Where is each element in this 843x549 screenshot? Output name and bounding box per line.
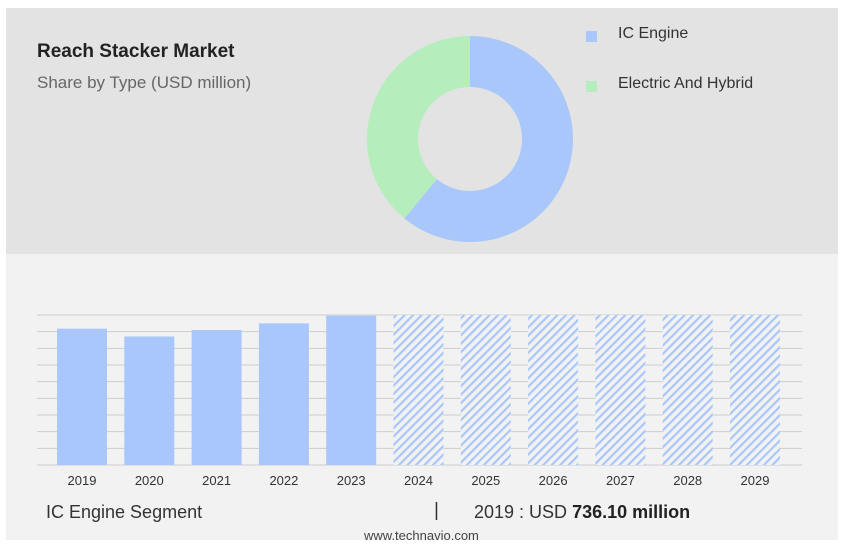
bar-2023: [326, 315, 377, 465]
x-tick-label: 2025: [471, 473, 500, 488]
bar-2022: [258, 323, 309, 465]
x-tick-label: 2027: [606, 473, 635, 488]
bar-2024: [393, 315, 444, 465]
x-tick-label: 2020: [135, 473, 164, 488]
legend-swatch: [586, 31, 597, 42]
segment-value-prefix: 2019 : USD: [474, 502, 573, 522]
chart-card: Reach Stacker Market Share by Type (USD …: [6, 8, 838, 540]
legend-swatch: [586, 81, 597, 92]
segment-label: IC Engine Segment: [46, 502, 203, 522]
bar-2025: [460, 315, 511, 465]
bar-2019: [57, 328, 107, 465]
x-tick-label: 2022: [269, 473, 298, 488]
donut-slice-ic-engine: [404, 36, 573, 242]
bar-2021: [191, 330, 242, 465]
x-tick-label: 2023: [337, 473, 366, 488]
source-site: www.technavio.com: [364, 528, 479, 540]
share-panel: Reach Stacker Market Share by Type (USD …: [6, 8, 838, 254]
chart-title: Reach Stacker Market: [37, 41, 235, 62]
donut-slice-electric-and-hybrid: [367, 35, 470, 219]
bar-chart: 2019 2020 2021 2022 2023 2024 2025 2026 2027 2028…: [37, 314, 802, 488]
legend-label: Electric And Hybrid: [618, 75, 754, 92]
footer-divider: |: [434, 500, 439, 521]
bar-2026: [528, 315, 579, 465]
bar-2020: [124, 336, 175, 465]
chart-subtitle: Share by Type (USD million): [37, 73, 252, 92]
x-tick-label: 2026: [539, 473, 568, 488]
legend-label: IC Engine: [618, 25, 689, 42]
x-tick-label: 2028: [673, 473, 702, 488]
x-tick-label: 2029: [741, 473, 770, 488]
bar-2028: [662, 315, 713, 465]
x-tick-label: 2024: [404, 473, 433, 488]
x-tick-label: 2021: [202, 473, 231, 488]
bar-2027: [595, 315, 646, 465]
donut-chart: [367, 35, 573, 242]
bar-2029: [730, 315, 780, 465]
x-tick-label: 2019: [68, 473, 97, 488]
segment-value: 2019 : USD 736.10 million: [474, 502, 690, 523]
segment-value-amount: 736.10 million: [572, 502, 691, 522]
